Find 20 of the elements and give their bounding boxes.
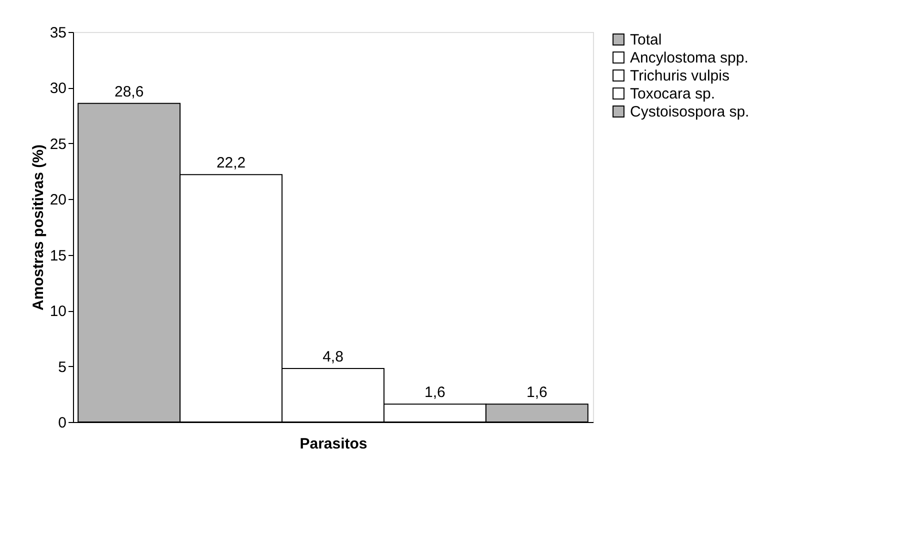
- legend-label: Cystoisospora sp.: [630, 104, 750, 120]
- data-label: 28,6: [114, 83, 144, 100]
- y-tick-label: 5: [58, 358, 66, 376]
- x-axis-title: Parasitos: [300, 436, 368, 452]
- data-label: 4,8: [322, 348, 344, 366]
- legend-label: Toxocara sp.: [630, 86, 716, 102]
- y-tick-label: 15: [50, 247, 66, 264]
- legend-label: Ancylostoma spp.: [630, 50, 748, 66]
- y-tick-label: 35: [50, 24, 66, 42]
- y-tick-label: 10: [50, 303, 66, 320]
- y-tick-label: 25: [50, 136, 66, 153]
- data-label: 1,6: [424, 384, 446, 402]
- y-tick-label: 30: [50, 80, 66, 98]
- data-label: 22,2: [216, 154, 246, 172]
- legend-label: Trichuris vulpis: [630, 68, 730, 84]
- legend-label: Total: [630, 32, 662, 48]
- y-tick-label: 20: [50, 192, 66, 209]
- y-tick-label: 0: [58, 414, 66, 432]
- y-axis-title: Amostras positivas (%): [30, 144, 47, 310]
- data-label: 1,6: [526, 384, 548, 402]
